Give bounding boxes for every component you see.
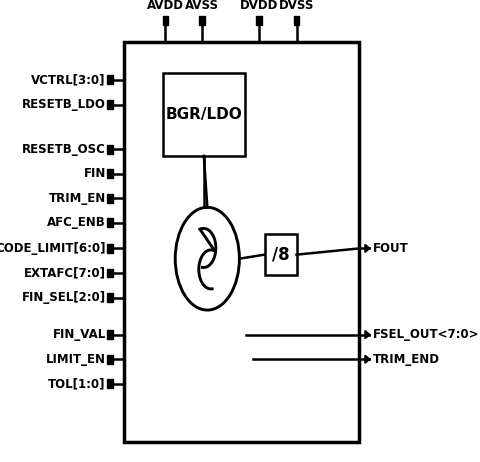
Polygon shape [365,355,370,363]
Text: AVSS: AVSS [185,0,219,12]
Bar [108,268,113,278]
Bar [108,330,113,339]
Bar [199,16,204,25]
Bar [108,194,113,203]
Text: DVSS: DVSS [279,0,314,12]
Polygon shape [365,244,370,252]
Bar [256,16,262,25]
Bar [108,145,113,154]
Text: LIMIT_EN: LIMIT_EN [46,353,106,366]
Text: BGR/LDO: BGR/LDO [166,107,242,122]
Bar [108,219,113,227]
Text: FIN: FIN [84,167,106,180]
Bar [108,244,113,253]
Polygon shape [365,331,370,339]
Text: CODE_LIMIT[6:0]: CODE_LIMIT[6:0] [0,242,106,255]
Text: RESETB_OSC: RESETB_OSC [22,143,106,156]
Circle shape [175,207,240,310]
Text: FOUT: FOUT [373,242,408,255]
Text: FSEL_OUT<7:0>: FSEL_OUT<7:0> [373,328,479,341]
Bar [294,16,300,25]
Text: FIN_SEL[2:0]: FIN_SEL[2:0] [22,291,106,304]
Text: VCTRL[3:0]: VCTRL[3:0] [31,73,106,86]
Bar [163,16,168,25]
Text: /8: /8 [272,246,289,264]
Bar [108,379,113,388]
Text: TOL[1:0]: TOL[1:0] [48,377,106,390]
Bar [124,42,360,442]
Bar [264,234,297,275]
Bar [108,293,113,302]
Text: AFC_ENB: AFC_ENB [47,216,106,230]
Bar [108,169,113,178]
Text: TRIM_END: TRIM_END [373,353,440,366]
Text: EXTAFC[7:0]: EXTAFC[7:0] [24,267,106,280]
Bar [108,100,113,109]
Text: DVDD: DVDD [240,0,278,12]
Bar [163,73,245,156]
Text: TRIM_EN: TRIM_EN [48,192,106,205]
Bar [108,355,113,364]
Text: FIN_VAL: FIN_VAL [52,328,106,341]
Text: RESETB_LDO: RESETB_LDO [22,98,106,111]
Bar [108,75,113,85]
Text: AVDD: AVDD [147,0,184,12]
